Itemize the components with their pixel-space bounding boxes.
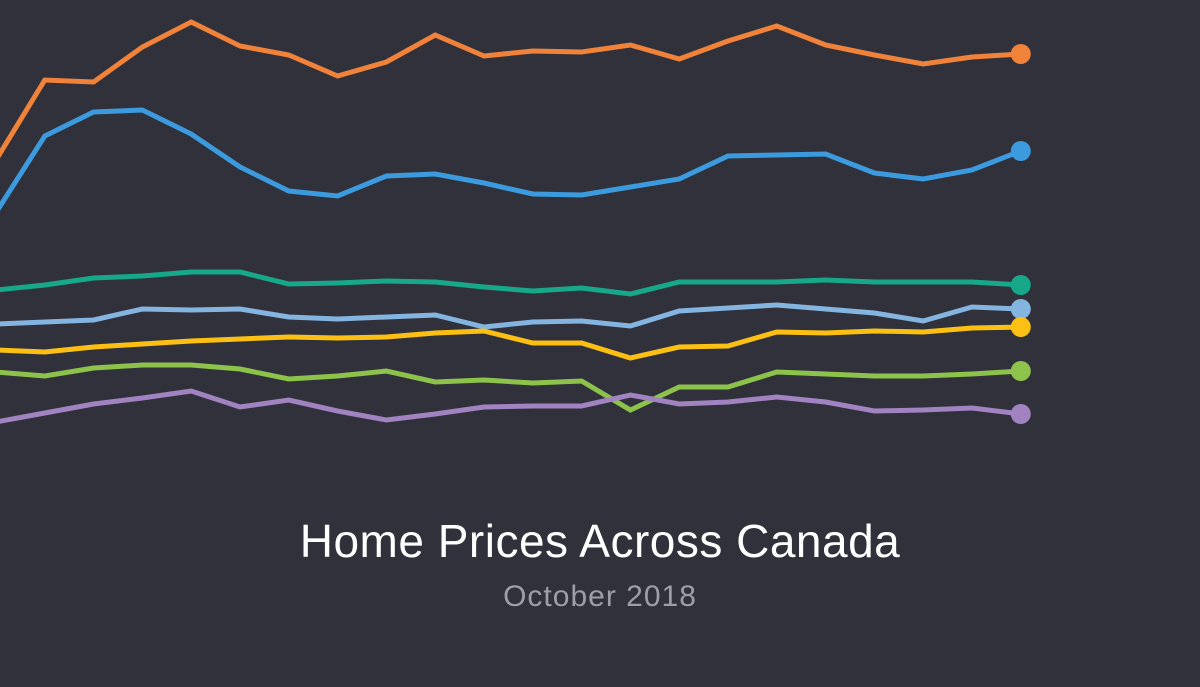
chart-title: Home Prices Across Canada (299, 515, 901, 567)
series-end-marker-3 (1010, 275, 1031, 295)
series-end-marker-4 (1010, 299, 1031, 319)
series-end-marker-2 (1010, 141, 1031, 161)
series-layer (0, 19, 1022, 424)
line-chart (0, 19, 1031, 424)
series-line-6 (0, 362, 1021, 413)
series-line-7 (0, 388, 1022, 424)
series-line-2 (0, 107, 1022, 211)
series-end-marker-6 (1010, 361, 1031, 381)
series-line-1 (0, 19, 1021, 159)
series-line-3 (0, 269, 1021, 297)
series-end-marker-5 (1010, 317, 1031, 337)
series-line-4 (0, 302, 1021, 330)
series-line-5 (0, 324, 1021, 361)
series-end-marker-7 (1010, 404, 1031, 424)
end-marker-layer (1010, 44, 1031, 424)
chart-subtitle: October 2018 (503, 580, 697, 613)
series-end-marker-1 (1010, 44, 1031, 64)
